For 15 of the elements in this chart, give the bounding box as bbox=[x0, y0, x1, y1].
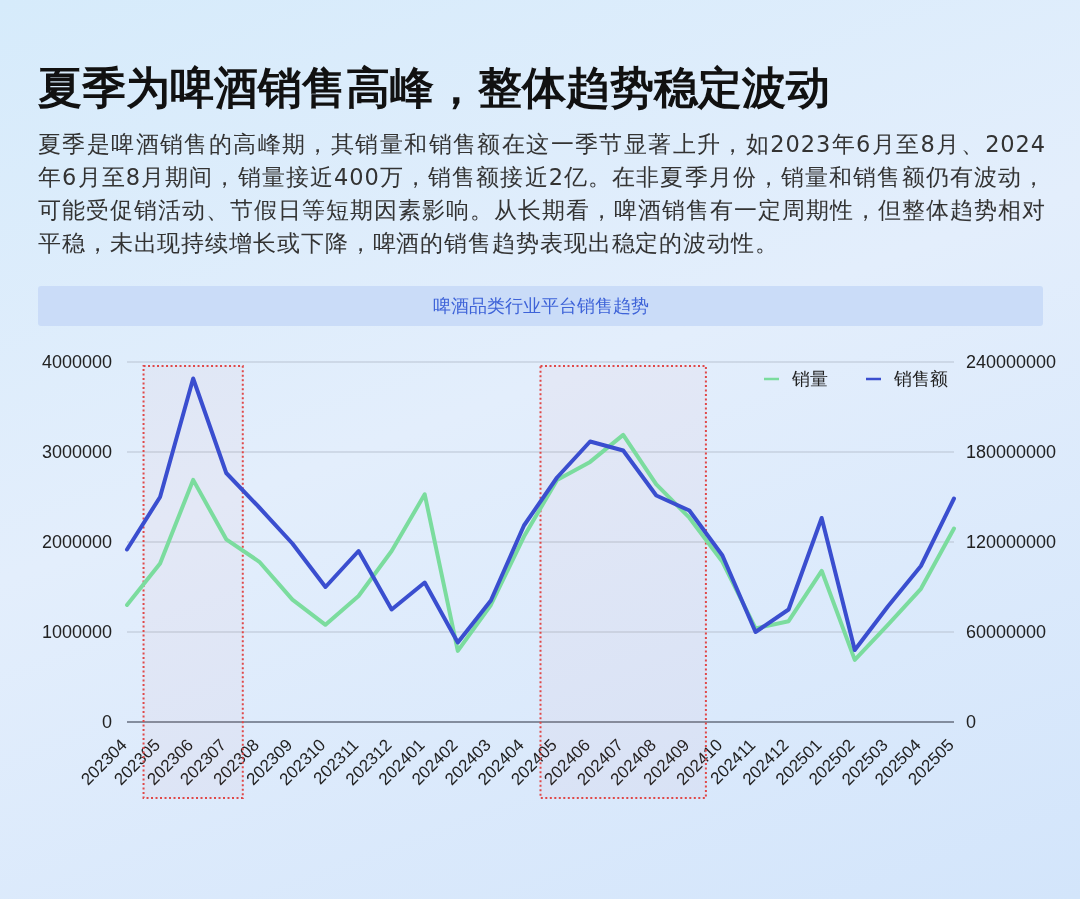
y2-tick-label: 180000000 bbox=[966, 442, 1057, 462]
y-tick-label: 3000000 bbox=[41, 442, 112, 462]
y-tick-label: 2000000 bbox=[41, 532, 112, 552]
y-tick-label: 4000000 bbox=[41, 352, 112, 372]
y2-tick-label: 60000000 bbox=[966, 622, 1047, 642]
y2-tick-label: 0 bbox=[966, 712, 977, 732]
y2-tick-label: 120000000 bbox=[966, 532, 1057, 552]
chart-title: 夏季为啤酒销售高峰，整体趋势稳定波动 bbox=[38, 61, 831, 115]
legend-label: 销售额 bbox=[893, 369, 948, 389]
text: 啤酒品类行业平台销售趋势 bbox=[38, 286, 1043, 326]
legend-label: 销量 bbox=[791, 369, 828, 389]
y-tick-label: 0 bbox=[101, 712, 112, 732]
chart-subtitle: 夏季是啤酒销售的高峰期，其销量和销售额在这一季节显著上升，如2023年6月至8月、2024年6月至8月期间，销量接近400万，销售额接近2亿。在非夏季月份，销量和销售额仍有波动，可能受促销活动、节假日等短期因素影响。从长期看，啤酒销售有一定周期性，但整体趋势相对平稳，未出现持续增长或下降，啤酒的销售趋势表现出稳定的波动性。 bbox=[38, 130, 1046, 258]
y-tick-label: 1000000 bbox=[41, 622, 112, 642]
y2-tick-label: 240000000 bbox=[966, 352, 1057, 372]
